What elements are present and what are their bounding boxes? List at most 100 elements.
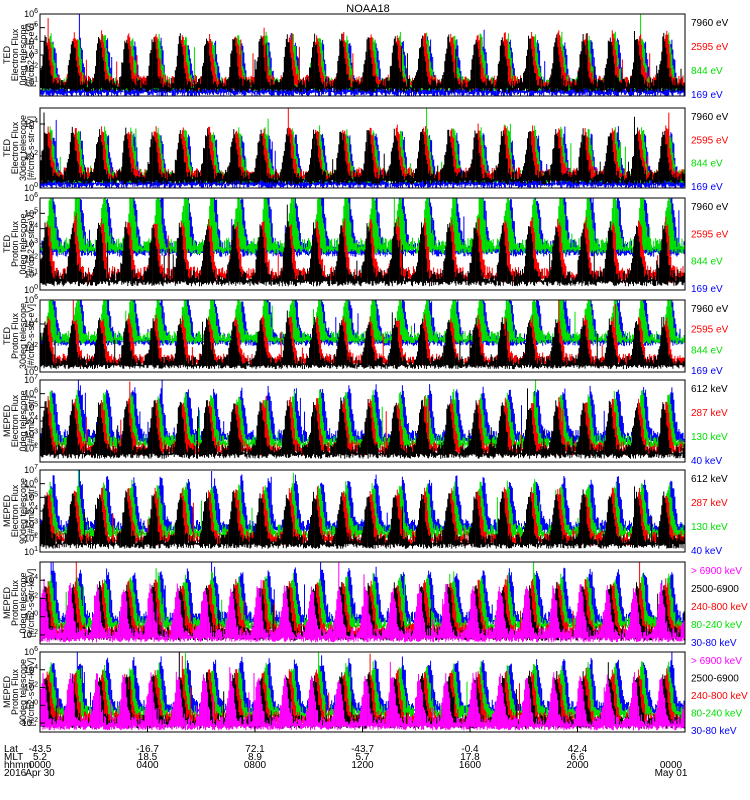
- legend-entry: 130 keV: [691, 432, 728, 443]
- y-tick-label: 107: [24, 374, 38, 385]
- y-axis-label-line: Electron Flux: [10, 484, 20, 537]
- legend-entry: 287 keV: [691, 408, 728, 419]
- y-tick-label: 106: [24, 388, 38, 399]
- y-tick-label: 106: [24, 294, 38, 305]
- y-axis-label-line: TED: [2, 234, 12, 253]
- y-axis-label-line: 0deg telescope: [18, 213, 28, 274]
- x-tick-hhmm: 1600: [459, 760, 482, 771]
- panel-6-traces: [40, 470, 685, 549]
- legend-entry: 169 eV: [691, 182, 723, 193]
- y-tick-label: 103: [24, 49, 38, 60]
- series-black-trace: [40, 204, 685, 287]
- y-axis-label-line: [#/cm2-s-str-keV]: [26, 658, 36, 727]
- x-row-label: Lat: [4, 744, 18, 755]
- y-axis-label-line: [#/cm2-s-str-eV]: [26, 116, 36, 180]
- x-tick-hhmm: 2000: [566, 760, 589, 771]
- legend-entry: 287 keV: [691, 498, 728, 509]
- x-tick-hhmm: 1200: [351, 760, 374, 771]
- y-tick-label: 106: [24, 646, 38, 657]
- legend-entry: 40 keV: [691, 546, 722, 557]
- x-tick-hhmm: 0000: [660, 760, 683, 771]
- y-tick-label: 100: [24, 284, 38, 295]
- y-tick-label: 104: [24, 318, 38, 329]
- legend-entry: 612 keV: [691, 474, 728, 485]
- y-tick-label: 103: [24, 429, 38, 440]
- x-tick-mlt: 5.2: [33, 752, 47, 763]
- series-black-trace: [40, 31, 685, 93]
- y-axis-label-line: Proton Flux: [10, 220, 20, 267]
- legend-entry: 2595 eV: [691, 229, 729, 240]
- y-axis-label-line: MEPED: [2, 587, 12, 620]
- y-tick-label: 102: [24, 442, 38, 453]
- legend-entry: 2595 eV: [691, 42, 729, 53]
- legend-entry: 2500-6900: [691, 674, 739, 685]
- y-axis-label-line: Proton Flux: [10, 579, 20, 626]
- y-tick-label: 105: [24, 401, 38, 412]
- y-tick-label: 100: [24, 366, 38, 377]
- legend-entry: 169 eV: [691, 284, 723, 295]
- y-tick-label: 105: [24, 491, 38, 502]
- figure-title: NOAA18: [346, 3, 389, 15]
- y-tick-label: 102: [24, 592, 38, 603]
- y-tick-label: 101: [24, 76, 38, 87]
- y-tick-label: 105: [24, 22, 38, 33]
- y-tick-label: 102: [24, 342, 38, 353]
- y-tick-label: 106: [24, 8, 38, 19]
- y-tick-label: 10-2: [22, 629, 38, 640]
- series-magenta-trace: [40, 562, 685, 643]
- panel-3-traces: [40, 198, 685, 287]
- y-axis-label-line: [#/cm2-s-str-keV]: [26, 569, 36, 638]
- series-black-trace: [40, 486, 685, 549]
- x-tick-lat: 42.4: [568, 744, 588, 755]
- x-tick-hhmm: 0400: [136, 760, 159, 771]
- legend-entry: 844 eV: [691, 345, 723, 356]
- legend-entry: 80-240 keV: [691, 709, 742, 720]
- y-tick-label: 101: [24, 546, 38, 557]
- panel-frame: [39, 107, 686, 189]
- legend-entry: 30-80 keV: [691, 726, 737, 737]
- y-tick-label: 102: [24, 532, 38, 543]
- y-axis-label-line: TED: [2, 138, 12, 157]
- legend-entry: 40 keV: [691, 456, 722, 467]
- x-row-label: hhmm: [4, 760, 32, 771]
- y-tick-label: 107: [24, 464, 38, 475]
- legend-entry: > 6900 keV: [691, 566, 742, 577]
- y-tick-label: 104: [24, 664, 38, 675]
- legend-entry: 7960 eV: [691, 304, 729, 315]
- y-axis-label-line: 30deg telescope: [18, 303, 28, 369]
- x-row-label: 2016: [4, 768, 27, 779]
- legend-entry: 240-800 keV: [691, 691, 748, 702]
- legend-entry: 80-240 keV: [691, 620, 742, 631]
- series-black-trace: [40, 112, 685, 185]
- legend-entry: 2595 eV: [691, 325, 729, 336]
- y-axis-label-line: TED: [2, 326, 12, 345]
- legend-entry: 844 eV: [691, 257, 723, 268]
- y-tick-label: 104: [24, 223, 38, 234]
- legend-entry: 844 eV: [691, 66, 723, 77]
- x-tick-lat: -0.4: [461, 744, 479, 755]
- legend-entry: 30-80 keV: [691, 638, 737, 649]
- x-tick-mlt: 6.6: [571, 752, 585, 763]
- x-tick-lat: -43.5: [29, 744, 52, 755]
- panel-4-traces: [40, 300, 685, 370]
- series-black-trace: [40, 310, 685, 370]
- y-tick-label: 106: [24, 478, 38, 489]
- series-black-trace: [40, 388, 685, 459]
- panel-8-traces: [40, 652, 685, 731]
- y-tick-label: 102: [24, 63, 38, 74]
- y-tick-label: 102: [24, 150, 38, 161]
- x-tick-mlt: 18.5: [138, 752, 158, 763]
- y-tick-label: 102: [24, 682, 38, 693]
- x-tick-hhmm: 0800: [244, 760, 267, 771]
- legend-entry: 612 keV: [691, 384, 728, 395]
- y-tick-label: 100: [24, 611, 38, 622]
- y-axis-label-line: [#/cm2-s-str]: [26, 486, 36, 536]
